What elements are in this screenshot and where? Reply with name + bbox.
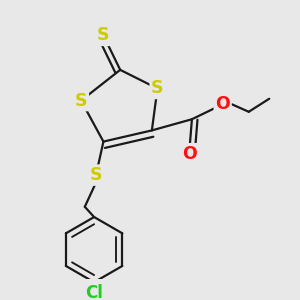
Text: Cl: Cl xyxy=(85,284,103,300)
Text: O: O xyxy=(215,95,230,113)
Text: S: S xyxy=(97,26,110,44)
Text: S: S xyxy=(75,92,87,110)
Text: O: O xyxy=(182,145,196,163)
Text: S: S xyxy=(90,166,102,184)
Text: S: S xyxy=(151,80,164,98)
